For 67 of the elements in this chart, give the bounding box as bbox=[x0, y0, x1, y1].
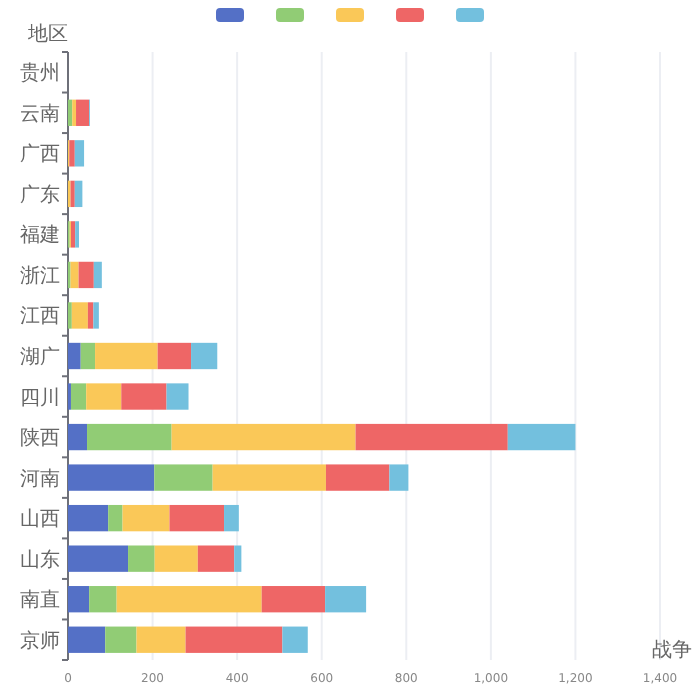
bar bbox=[169, 504, 225, 532]
bar bbox=[93, 261, 102, 289]
y-tick-label: 贵州 bbox=[20, 61, 60, 86]
x-axis-title: 战争 bbox=[652, 638, 692, 662]
y-tick-label: 广西 bbox=[20, 142, 60, 167]
bar bbox=[80, 342, 96, 370]
y-tick-label: 陕西 bbox=[20, 426, 60, 451]
bar bbox=[355, 423, 508, 451]
bar bbox=[68, 464, 155, 491]
bar bbox=[212, 464, 326, 491]
bar bbox=[68, 626, 106, 653]
y-tick-label: 广东 bbox=[20, 182, 60, 207]
y-tick-label: 山东 bbox=[20, 547, 60, 572]
bar bbox=[122, 504, 170, 532]
bar bbox=[185, 626, 283, 653]
y-tick-label: 云南 bbox=[20, 101, 60, 126]
bar bbox=[108, 504, 123, 532]
bar bbox=[105, 626, 137, 653]
y-tick-label: 浙江 bbox=[20, 263, 60, 288]
y-tick-label: 湖广 bbox=[20, 345, 60, 369]
bar bbox=[68, 342, 81, 370]
bar bbox=[136, 626, 186, 653]
y-tick-label: 山西 bbox=[20, 507, 60, 532]
bar bbox=[74, 180, 83, 208]
bar bbox=[325, 586, 367, 613]
y-tick-label: 京师 bbox=[20, 628, 60, 653]
bar bbox=[121, 383, 167, 410]
bar bbox=[282, 626, 308, 653]
y-tick-label: 河南 bbox=[20, 466, 60, 491]
bar bbox=[71, 302, 88, 329]
bar bbox=[95, 342, 158, 370]
bar bbox=[154, 464, 213, 491]
bar bbox=[128, 545, 155, 572]
bar bbox=[76, 99, 90, 126]
bar bbox=[154, 545, 198, 572]
bar bbox=[157, 342, 192, 370]
bar bbox=[68, 504, 109, 532]
bar bbox=[197, 545, 235, 572]
bar bbox=[325, 464, 390, 491]
bar bbox=[87, 423, 172, 451]
bar bbox=[74, 140, 85, 167]
y-tick-label: 四川 bbox=[20, 385, 60, 410]
bar bbox=[93, 302, 99, 329]
bar bbox=[234, 545, 242, 572]
bar bbox=[224, 504, 239, 532]
bar bbox=[70, 221, 76, 248]
y-tick-label: 福建 bbox=[20, 223, 60, 248]
bar bbox=[87, 302, 94, 329]
bar bbox=[191, 342, 218, 370]
bar bbox=[86, 383, 122, 410]
bar bbox=[261, 586, 326, 613]
y-tick-label: 南直 bbox=[20, 588, 60, 613]
y-tick-label: 江西 bbox=[20, 304, 60, 329]
bar bbox=[70, 261, 79, 289]
bar bbox=[171, 423, 356, 451]
bar bbox=[70, 383, 87, 410]
bar bbox=[507, 423, 576, 451]
bar bbox=[68, 545, 129, 572]
bar bbox=[68, 586, 90, 613]
bar bbox=[389, 464, 409, 491]
bar bbox=[116, 586, 262, 613]
bar bbox=[69, 140, 75, 167]
bar bbox=[78, 261, 94, 289]
y-axis-title: 地区 bbox=[26, 22, 68, 46]
bar bbox=[89, 586, 117, 613]
bar bbox=[68, 423, 88, 451]
bar bbox=[166, 383, 189, 410]
